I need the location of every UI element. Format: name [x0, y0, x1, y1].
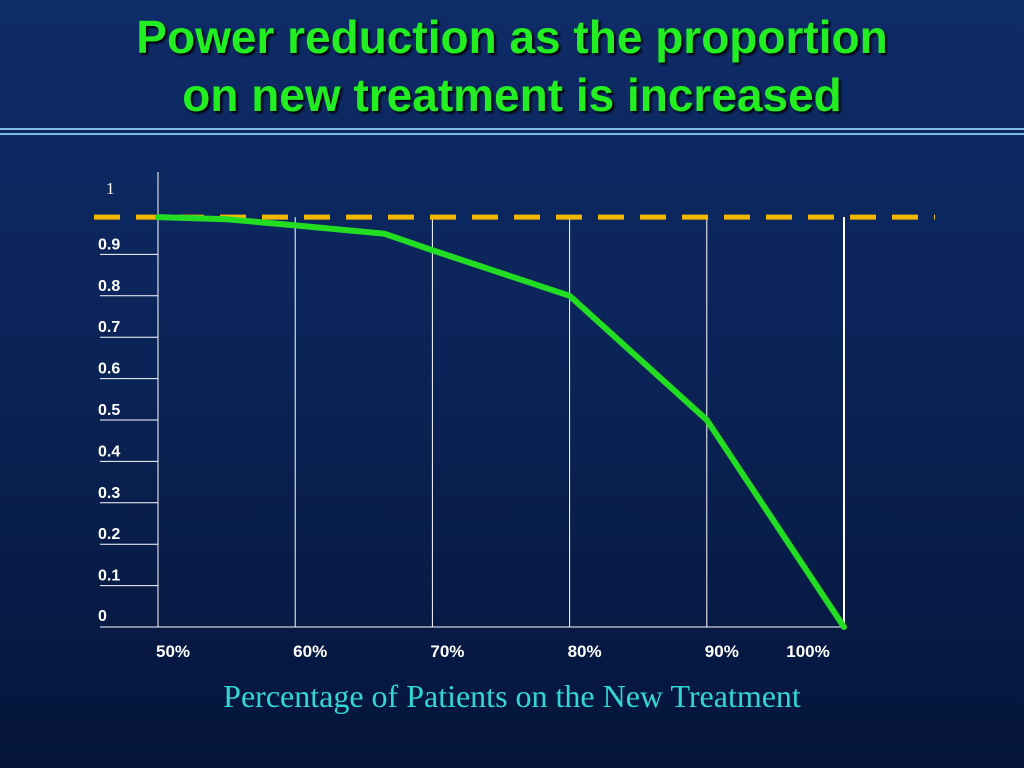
power-curve-line	[155, 214, 847, 630]
y-tick-label: 0.9	[98, 236, 120, 253]
y-tick-label: 0.6	[98, 361, 120, 378]
power-curve-point	[224, 216, 230, 222]
x-tick-label: 50%	[156, 642, 190, 661]
power-curve-point	[155, 214, 161, 220]
y-tick-label: 0.4	[98, 443, 120, 460]
power-curve-point	[292, 222, 298, 228]
power-curve-point	[841, 624, 847, 630]
y-tick-label: 0.3	[98, 485, 120, 502]
y-tick-label: 0.2	[98, 526, 120, 543]
title-rule-bottom	[0, 133, 1024, 135]
x-tick-label: 60%	[293, 642, 327, 661]
x-tick-label: 100%	[786, 642, 829, 661]
y-tick-label: 0.8	[98, 278, 120, 295]
power-curve-point	[567, 293, 573, 299]
y-tick-label: 0	[98, 608, 107, 625]
y-tick-label: 0.5	[98, 402, 120, 419]
power-curve-point	[704, 417, 710, 423]
power-curve-point	[429, 247, 435, 253]
power-curve-point	[381, 231, 387, 237]
page-title: Power reduction as the proportion on new…	[0, 8, 1024, 124]
x-axis-label: Percentage of Patients on the New Treatm…	[223, 678, 801, 714]
title-rule-top	[0, 128, 1024, 130]
y-tick-label: 0.7	[98, 319, 120, 336]
title-line-2: on new treatment is increased	[182, 69, 842, 121]
x-tick-label: 90%	[705, 642, 739, 661]
title-line-1: Power reduction as the proportion	[136, 11, 888, 63]
y-tick-label: 1	[106, 179, 115, 198]
x-tick-label: 80%	[568, 642, 602, 661]
x-tick-label: 70%	[430, 642, 464, 661]
y-tick-label: 0.1	[98, 568, 120, 585]
